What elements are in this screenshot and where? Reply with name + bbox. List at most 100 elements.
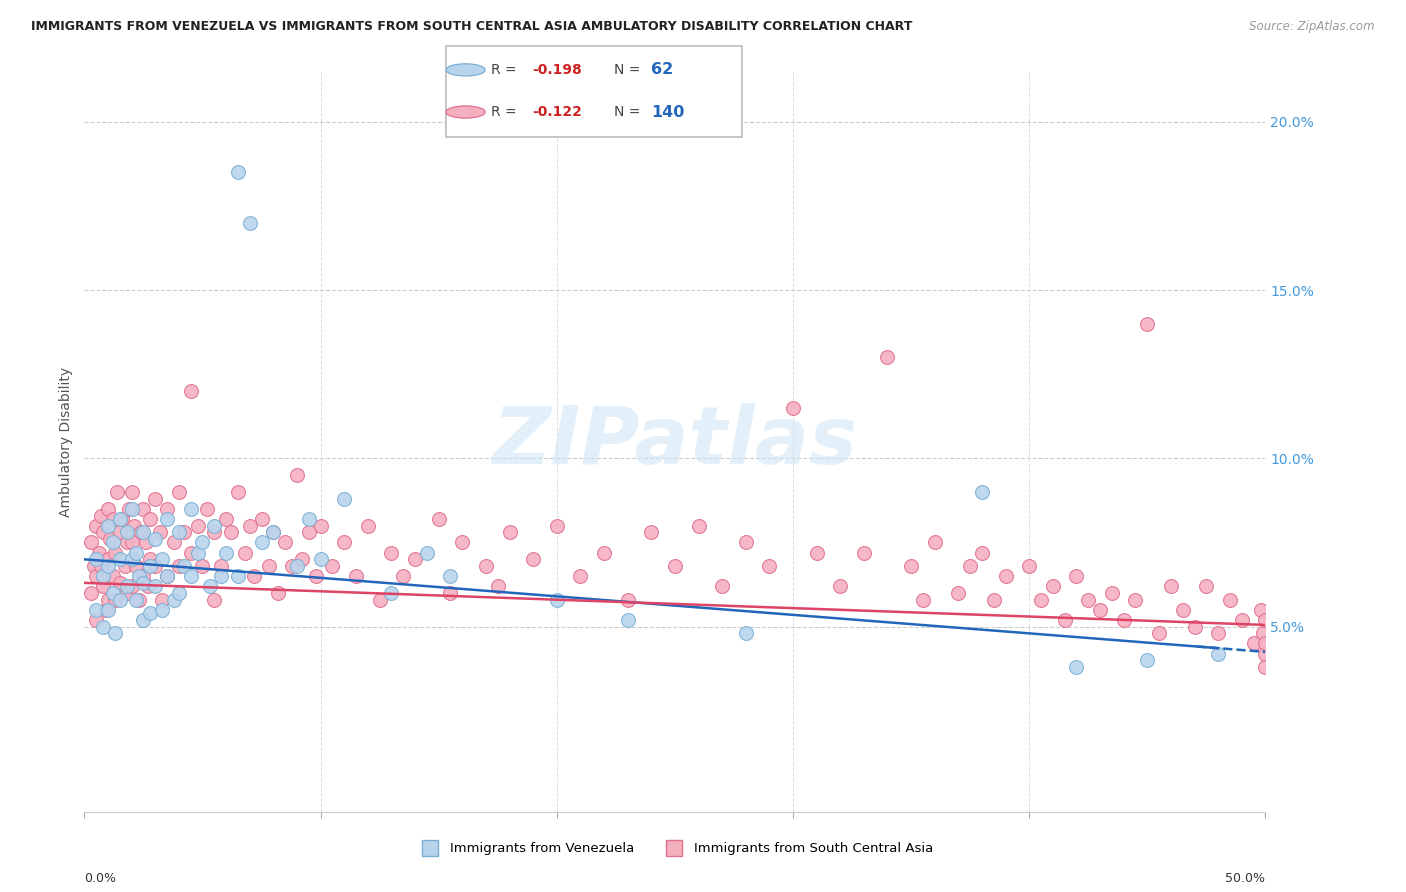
Point <box>1243 636 1265 650</box>
Point <box>167 559 190 574</box>
Point <box>121 501 143 516</box>
Point <box>664 559 686 574</box>
Point <box>1136 317 1159 331</box>
Point <box>522 552 544 566</box>
Point <box>129 525 152 540</box>
Point <box>180 569 202 583</box>
Point <box>122 518 145 533</box>
Text: R =: R = <box>491 63 517 77</box>
Point <box>121 579 143 593</box>
Point <box>1254 613 1277 627</box>
Point <box>167 485 190 500</box>
Point <box>298 512 321 526</box>
Point <box>101 586 124 600</box>
Point <box>209 569 232 583</box>
Text: -0.198: -0.198 <box>531 63 582 77</box>
Point <box>416 546 439 560</box>
Text: 140: 140 <box>651 104 685 120</box>
Point <box>239 518 262 533</box>
Point <box>143 491 166 506</box>
Point <box>233 546 256 560</box>
Point <box>94 603 117 617</box>
Text: 62: 62 <box>651 62 673 78</box>
Point <box>114 559 136 574</box>
Point <box>439 586 461 600</box>
Point <box>128 592 150 607</box>
Point <box>1160 579 1182 593</box>
Point <box>91 579 114 593</box>
Point <box>83 559 105 574</box>
Text: N =: N = <box>613 63 640 77</box>
Point <box>734 535 756 549</box>
Point <box>380 546 402 560</box>
Point <box>132 575 155 590</box>
Point <box>226 485 249 500</box>
Point <box>948 586 970 600</box>
Point <box>291 552 314 566</box>
Point <box>1018 559 1040 574</box>
Point <box>115 525 138 540</box>
Point <box>149 525 172 540</box>
Point <box>1184 619 1206 633</box>
Point <box>250 535 273 549</box>
Point <box>357 518 380 533</box>
Point <box>226 165 249 179</box>
Point <box>215 546 238 560</box>
Point <box>139 606 162 620</box>
Point <box>104 592 127 607</box>
Point <box>250 512 273 526</box>
Text: 0.0%: 0.0% <box>84 872 117 885</box>
Point <box>688 518 710 533</box>
Point <box>180 546 202 560</box>
Point <box>1066 569 1088 583</box>
Point <box>262 525 284 540</box>
Point <box>191 559 214 574</box>
Point <box>309 518 332 533</box>
Text: R =: R = <box>491 105 517 119</box>
Point <box>1230 613 1253 627</box>
Point <box>281 559 304 574</box>
Text: Source: ZipAtlas.com: Source: ZipAtlas.com <box>1250 20 1375 33</box>
Point <box>139 552 162 566</box>
Point <box>994 569 1017 583</box>
Point <box>970 485 993 500</box>
Text: ZIPatlas: ZIPatlas <box>492 402 858 481</box>
Point <box>128 569 150 583</box>
Point <box>97 592 120 607</box>
Point <box>115 579 138 593</box>
Text: 50.0%: 50.0% <box>1226 872 1265 885</box>
Point <box>267 586 290 600</box>
FancyBboxPatch shape <box>446 45 742 137</box>
Point <box>900 559 922 574</box>
Point <box>546 518 568 533</box>
Point <box>1254 636 1277 650</box>
Point <box>167 586 190 600</box>
Point <box>121 485 143 500</box>
Point <box>1101 586 1123 600</box>
Point <box>150 592 173 607</box>
Point <box>262 525 284 540</box>
Point <box>202 525 225 540</box>
Point <box>121 535 143 549</box>
Point <box>163 592 186 607</box>
Point <box>167 525 190 540</box>
Point <box>84 569 107 583</box>
Point <box>84 603 107 617</box>
Point <box>132 613 155 627</box>
Point <box>202 592 225 607</box>
Point <box>108 525 131 540</box>
Point <box>80 586 103 600</box>
Point <box>132 569 155 583</box>
Point <box>257 559 280 574</box>
Point <box>852 546 875 560</box>
Point <box>1112 613 1135 627</box>
Point <box>125 546 148 560</box>
Point <box>107 485 129 500</box>
Point <box>711 579 734 593</box>
Point <box>1088 603 1111 617</box>
Point <box>1147 626 1170 640</box>
Point <box>546 592 568 607</box>
Point <box>198 579 221 593</box>
Point <box>125 592 148 607</box>
Point <box>219 525 242 540</box>
